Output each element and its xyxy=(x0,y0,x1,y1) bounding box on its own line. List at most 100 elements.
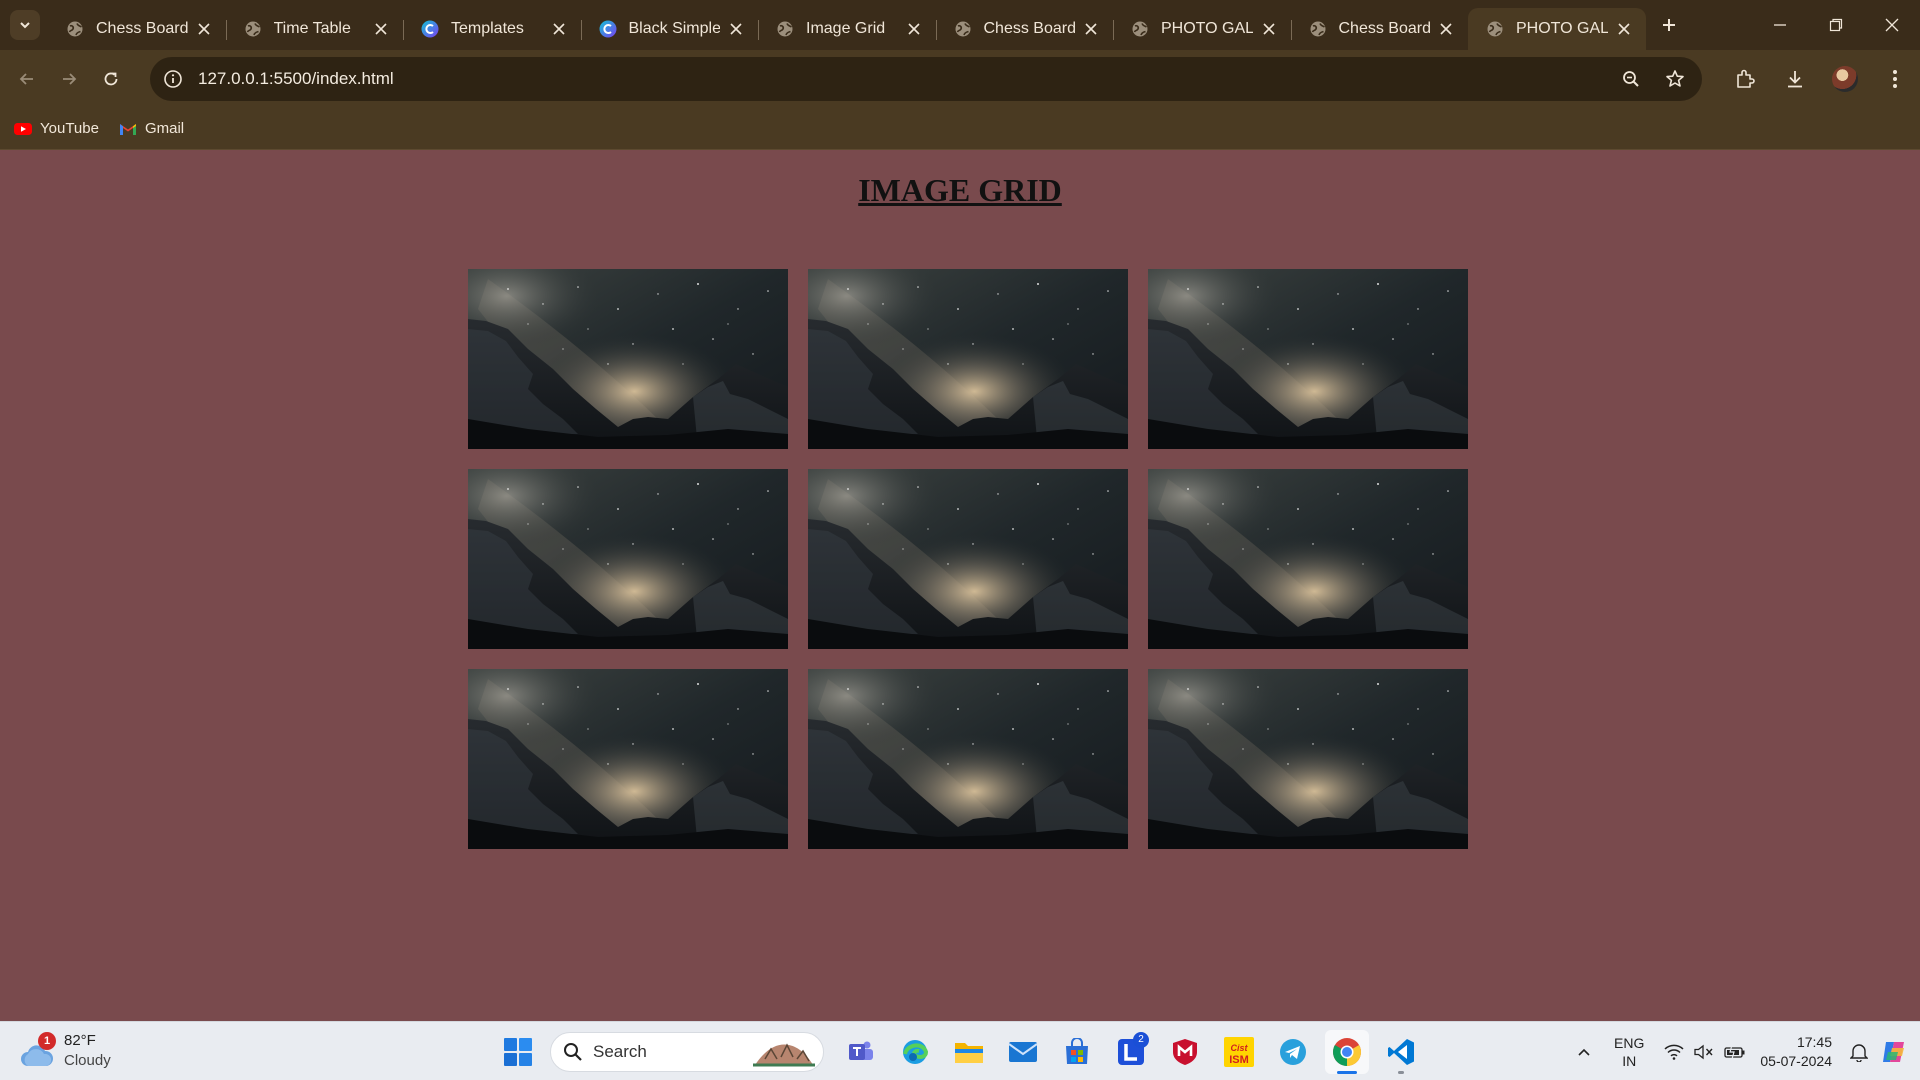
grid-image xyxy=(808,669,1128,849)
tab-close-icon[interactable] xyxy=(549,19,569,39)
mcafee-app[interactable] xyxy=(1163,1030,1207,1074)
milky-way-mountain-photo xyxy=(1148,269,1468,449)
tab-close-icon[interactable] xyxy=(1436,19,1456,39)
tab-title: Chess Board xyxy=(1338,20,1431,37)
taskbar-search[interactable]: Search xyxy=(550,1031,824,1072)
language-line2: IN xyxy=(1622,1052,1637,1069)
chevron-up-icon[interactable] xyxy=(1572,1047,1596,1057)
browser-tab[interactable]: Image Grid xyxy=(758,8,936,50)
site-info-icon[interactable] xyxy=(162,68,184,90)
close-icon xyxy=(1885,18,1899,32)
bookmark-gmail[interactable]: Gmail xyxy=(119,120,184,138)
menu-kebab-icon[interactable] xyxy=(1880,64,1910,94)
grid-image xyxy=(468,669,788,849)
tab-close-icon[interactable] xyxy=(1081,19,1101,39)
mail-icon xyxy=(1008,1041,1038,1062)
tab-close-icon[interactable] xyxy=(371,19,391,39)
address-bar[interactable]: 127.0.0.1:5500/index.html xyxy=(150,57,1702,101)
profile-avatar[interactable] xyxy=(1830,64,1860,94)
clock-date: 05-07-2024 xyxy=(1760,1052,1832,1069)
url-text[interactable]: 127.0.0.1:5500/index.html xyxy=(198,69,394,88)
grid-image xyxy=(808,269,1128,449)
zoom-icon[interactable] xyxy=(1616,64,1646,94)
back-button[interactable] xyxy=(10,62,44,96)
tray-end xyxy=(1850,1038,1908,1066)
arrow-left-icon xyxy=(19,73,33,85)
cisco-ism-app[interactable]: Cist ISM xyxy=(1217,1030,1261,1074)
gmail-icon xyxy=(119,120,137,138)
browser-tab[interactable]: Chess Board xyxy=(935,8,1114,50)
new-tab-button[interactable] xyxy=(1652,8,1686,42)
milky-way-mountain-photo xyxy=(468,669,788,849)
folder-icon xyxy=(955,1042,983,1063)
tab-close-icon[interactable] xyxy=(194,19,214,39)
vscode-app[interactable] xyxy=(1379,1030,1423,1074)
tab-search-button[interactable] xyxy=(10,10,40,40)
svg-text:Cist: Cist xyxy=(1230,1043,1248,1053)
grid-image xyxy=(468,269,788,449)
clock-time: 17:45 xyxy=(1796,1033,1832,1050)
close-window-button[interactable] xyxy=(1864,0,1920,50)
edge-app[interactable] xyxy=(893,1030,937,1074)
minimize-button[interactable] xyxy=(1752,0,1808,50)
tab-close-icon[interactable] xyxy=(1259,19,1279,39)
cloud-icon: 1 xyxy=(20,1032,56,1066)
canva-icon xyxy=(421,20,439,38)
reload-icon xyxy=(104,72,118,86)
browser-tab[interactable]: PHOTO GALL xyxy=(1468,8,1646,50)
copilot-icon[interactable] xyxy=(1880,1038,1908,1066)
page-title: IMAGE GRID xyxy=(858,172,1062,208)
globe-icon xyxy=(954,20,972,38)
teams-app[interactable] xyxy=(839,1030,883,1074)
tab-close-icon[interactable] xyxy=(1614,19,1634,39)
clock[interactable]: 17:45 05-07-2024 xyxy=(1760,1033,1832,1071)
forward-button[interactable] xyxy=(52,62,86,96)
browser-tab[interactable]: Chess Board xyxy=(48,8,226,50)
weather-widget[interactable]: 1 82°F Cloudy xyxy=(20,1031,111,1071)
store-app[interactable] xyxy=(1055,1030,1099,1074)
bookmark-youtube[interactable]: YouTube xyxy=(14,120,99,138)
tray-status-icons[interactable] xyxy=(1664,1044,1746,1060)
browser-tab[interactable]: Templates xyxy=(403,8,581,50)
l-app[interactable]: 2 xyxy=(1109,1030,1153,1074)
tab-close-icon[interactable] xyxy=(904,19,924,39)
tab-title: PHOTO GALL xyxy=(1161,20,1253,37)
milky-way-mountain-photo xyxy=(1148,469,1468,649)
browser-tab[interactable]: Black Simple xyxy=(580,8,759,50)
file-explorer-app[interactable] xyxy=(947,1030,991,1074)
search-placeholder: Search xyxy=(593,1041,647,1061)
globe-icon xyxy=(1486,20,1504,38)
bookmark-star-icon[interactable] xyxy=(1660,64,1690,94)
notification-bell-icon[interactable] xyxy=(1850,1042,1868,1062)
tab-title: Time Table xyxy=(273,20,351,37)
start-button[interactable] xyxy=(496,1030,540,1074)
download-icon[interactable] xyxy=(1780,64,1810,94)
canva-icon xyxy=(599,20,617,38)
restore-button[interactable] xyxy=(1808,0,1864,50)
avatar xyxy=(1832,66,1858,92)
telegram-icon xyxy=(1280,1038,1306,1065)
browser-tab[interactable]: PHOTO GALL xyxy=(1113,8,1291,50)
language-indicator[interactable]: ENG IN xyxy=(1614,1034,1644,1070)
store-icon xyxy=(1066,1037,1088,1064)
browser-tab[interactable]: Chess Board xyxy=(1290,8,1469,50)
reload-button[interactable] xyxy=(94,62,128,96)
tab-close-icon[interactable] xyxy=(726,19,746,39)
mail-app[interactable] xyxy=(1001,1030,1045,1074)
vscode-icon xyxy=(1388,1038,1414,1065)
telegram-app[interactable] xyxy=(1271,1030,1315,1074)
minimize-icon xyxy=(1774,24,1786,26)
extensions-icon[interactable] xyxy=(1730,64,1760,94)
page-content: IMAGE GRID xyxy=(0,151,1920,1021)
globe-icon xyxy=(1131,20,1149,38)
tab-list: Chess Board Time Table Templates Black Simp… xyxy=(48,0,1646,50)
restore-icon xyxy=(1829,18,1843,32)
browser-tab[interactable]: Time Table xyxy=(225,8,404,50)
windows-icon xyxy=(504,1037,532,1066)
tab-title: Image Grid xyxy=(806,20,886,37)
chrome-app[interactable] xyxy=(1325,1029,1369,1074)
globe-icon xyxy=(244,20,262,38)
address-bar-actions xyxy=(1616,57,1690,101)
tab-title: Chess Board xyxy=(983,20,1076,37)
